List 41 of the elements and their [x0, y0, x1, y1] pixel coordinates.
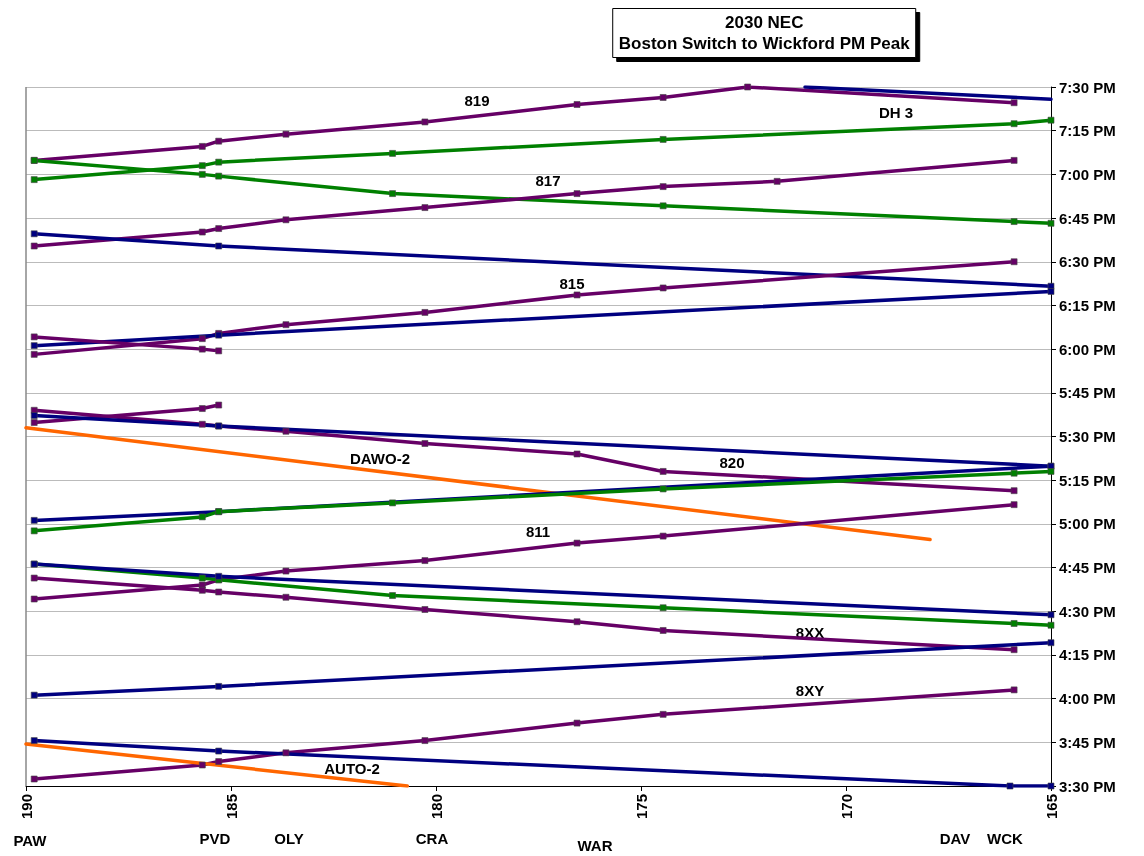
- series-label: 817: [535, 171, 561, 189]
- y-tick-label: 6:00 PM: [1059, 340, 1116, 358]
- text: CRA: [415, 829, 449, 847]
- series-label: 8XY: [795, 681, 825, 699]
- y-tick-label: 6:45 PM: [1059, 209, 1116, 227]
- text: PVD: [199, 829, 231, 847]
- text: DAV: [939, 829, 971, 847]
- x-tick-label: 175: [632, 794, 650, 820]
- series-label: 815: [559, 274, 585, 292]
- x-tick-label: 185: [222, 794, 240, 820]
- series-label: AUTO-2: [324, 759, 380, 777]
- text: WCK: [987, 829, 1024, 847]
- x-tick-label: 170: [837, 794, 855, 820]
- chart-title: 2030 NEC: [725, 13, 804, 32]
- y-tick-label: 5:00 PM: [1059, 515, 1116, 533]
- x-tick-label: 190: [17, 794, 35, 820]
- text: PAW: [13, 831, 48, 849]
- y-tick-label: 4:15 PM: [1059, 646, 1116, 664]
- chart-subtitle: Boston Switch to Wickford PM Peak: [618, 34, 911, 53]
- y-tick-label: 6:15 PM: [1059, 296, 1116, 314]
- y-tick-label: 5:15 PM: [1059, 471, 1116, 489]
- y-tick-label: 7:15 PM: [1059, 122, 1116, 140]
- y-tick-label: 3:30 PM: [1059, 777, 1116, 795]
- y-tick-label: 4:00 PM: [1059, 690, 1116, 708]
- x-tick-label: 180: [427, 794, 445, 820]
- text: WAR: [577, 836, 613, 854]
- x-tick-label: 165: [1042, 794, 1060, 820]
- y-tick-label: 5:45 PM: [1059, 384, 1116, 402]
- y-tick-label: 6:30 PM: [1059, 253, 1116, 271]
- y-tick-label: 4:30 PM: [1059, 602, 1116, 620]
- text: OLY: [274, 829, 304, 847]
- y-tick-label: 7:00 PM: [1059, 165, 1116, 183]
- series-label: DAWO-2: [350, 449, 410, 467]
- y-tick-label: 7:30 PM: [1059, 78, 1116, 96]
- series-label: 811: [525, 522, 551, 540]
- series-label: 820: [719, 453, 745, 471]
- y-tick-label: 4:45 PM: [1059, 559, 1116, 577]
- series-label: DH 3: [878, 103, 914, 121]
- y-tick-label: 5:30 PM: [1059, 428, 1116, 445]
- series-label: 819: [464, 91, 490, 109]
- y-tick-label: 3:45 PM: [1059, 733, 1116, 751]
